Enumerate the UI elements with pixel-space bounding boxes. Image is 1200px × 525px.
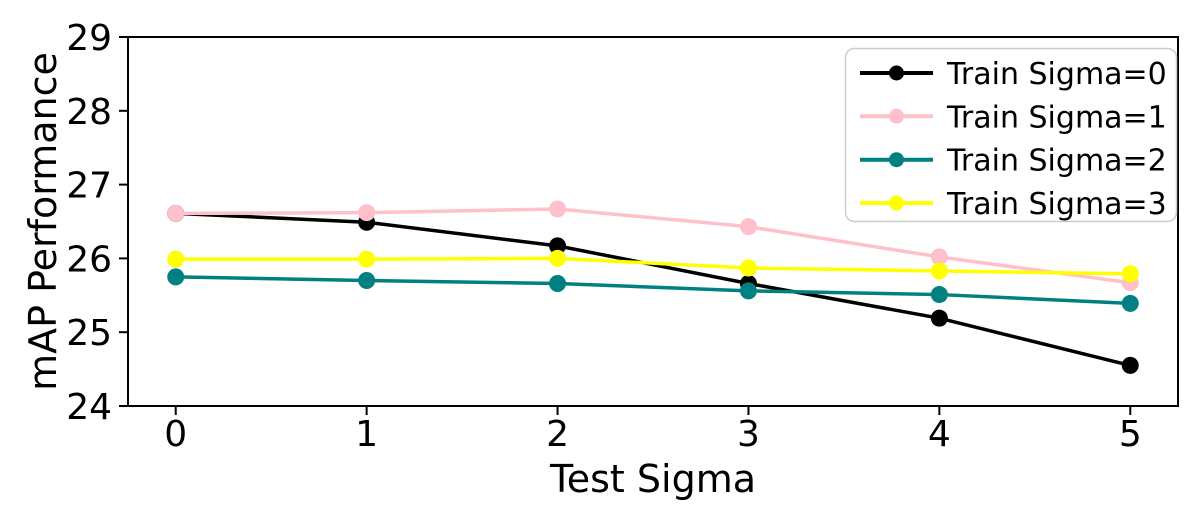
- data-point-marker: [549, 274, 567, 292]
- data-point-marker: [549, 200, 567, 218]
- data-point-marker: [739, 218, 757, 236]
- y-tick-label: 24: [66, 387, 112, 428]
- data-point-marker: [739, 259, 757, 277]
- y-axis-ticks: 24 25 26 27 28 29: [66, 18, 128, 428]
- legend-entry: Train Sigma=2: [860, 144, 1167, 179]
- legend-marker-icon: [889, 152, 904, 168]
- data-point-marker: [1121, 356, 1139, 374]
- series-line: [175, 256, 1131, 276]
- legend-entry: Train Sigma=0: [860, 57, 1167, 92]
- data-point-marker: [1121, 294, 1139, 312]
- data-point-marker: [358, 250, 376, 268]
- data-point-marker: [549, 249, 567, 267]
- x-axis-ticks: 0 1 2 3 4 5: [164, 406, 1142, 455]
- data-point-marker: [167, 204, 185, 222]
- data-point-marker: [1121, 265, 1139, 283]
- plot-border: [127, 36, 1179, 407]
- data-point-marker: [167, 250, 185, 268]
- y-tick-label: 29: [66, 18, 112, 59]
- series-line: [175, 275, 1131, 306]
- x-axis-label: Test Sigma: [549, 457, 756, 501]
- data-point-marker: [358, 204, 376, 222]
- data-point-marker: [739, 282, 757, 300]
- legend-entry-label: Train Sigma=3: [946, 187, 1167, 222]
- data-point-marker: [930, 262, 948, 280]
- y-tick-label: 26: [66, 239, 112, 280]
- y-tick-label: 28: [66, 92, 112, 133]
- legend-entry-label: Train Sigma=1: [946, 100, 1167, 135]
- data-point-marker: [358, 272, 376, 290]
- x-tick-label: 5: [1119, 414, 1142, 455]
- data-point-marker: [930, 248, 948, 266]
- data-series: [167, 200, 1139, 374]
- x-tick-label: 2: [546, 414, 569, 455]
- x-tick-label: 0: [164, 414, 187, 455]
- y-axis-label: mAP Performance: [21, 52, 65, 391]
- series-line: [175, 207, 1131, 285]
- legend-marker-icon: [889, 195, 904, 211]
- legend: Train Sigma=0 Train Sigma=1 Train Sigma=…: [844, 47, 1178, 223]
- x-tick-label: 3: [737, 414, 760, 455]
- data-point-marker: [930, 309, 948, 327]
- legend-marker-icon: [889, 65, 904, 81]
- legend-marker-icon: [889, 108, 904, 124]
- y-tick-label: 25: [66, 313, 112, 354]
- legend-entry-label: Train Sigma=0: [946, 57, 1167, 92]
- legend-box: [844, 47, 1178, 223]
- data-point-marker: [549, 237, 567, 255]
- x-tick-label: 1: [355, 414, 378, 455]
- x-tick-label: 4: [928, 414, 951, 455]
- data-point-marker: [167, 268, 185, 286]
- legend-entry-label: Train Sigma=2: [946, 144, 1167, 179]
- legend-entry: Train Sigma=3: [860, 187, 1167, 222]
- legend-entry: Train Sigma=1: [860, 100, 1167, 135]
- data-point-marker: [930, 286, 948, 304]
- series-line: [175, 211, 1131, 368]
- y-tick-label: 27: [66, 166, 112, 207]
